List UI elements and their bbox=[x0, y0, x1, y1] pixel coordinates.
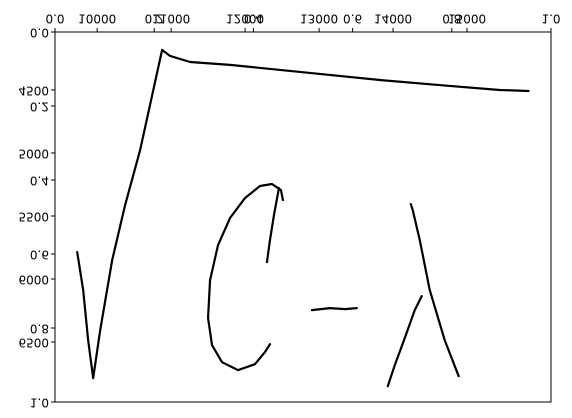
x-tick-label: 13000 bbox=[300, 12, 338, 26]
stroke-line bbox=[206, 182, 285, 372]
x-tick-label: 1.0 bbox=[541, 12, 560, 26]
x-tick-label: 12000 bbox=[226, 12, 264, 26]
x-tick-label: 0.4 bbox=[244, 12, 263, 26]
y-tick-label: 6500 bbox=[18, 336, 49, 350]
y-tick-label: 5500 bbox=[18, 209, 49, 223]
y-tick-label: 6000 bbox=[18, 273, 49, 287]
x-tick-label: 0.0 bbox=[45, 12, 64, 26]
stroke-line bbox=[76, 48, 530, 380]
x-tick-label: 11000 bbox=[152, 12, 190, 26]
x-tick-label: 15000 bbox=[448, 12, 486, 26]
y-tick-label: 0.2 bbox=[30, 100, 49, 114]
y-tick-label: 0.6 bbox=[30, 248, 49, 262]
y-tick-label: 5000 bbox=[18, 146, 49, 160]
x-tick-label: 0.8 bbox=[442, 12, 461, 26]
x-tick-label: 0.2 bbox=[145, 12, 164, 26]
x-tick-label: 0.6 bbox=[343, 12, 362, 26]
stroke-line bbox=[409, 202, 460, 378]
y-tick-label: 4500 bbox=[18, 83, 49, 97]
stroke-line bbox=[386, 295, 423, 388]
stroke-line bbox=[310, 307, 358, 312]
stroke-line bbox=[265, 186, 281, 264]
axes-frame bbox=[54, 31, 552, 403]
y-tick-label: 0.8 bbox=[30, 322, 49, 336]
y-tick-label: 1.0 bbox=[30, 396, 49, 410]
y-tick-label: 0.4 bbox=[30, 174, 49, 188]
x-tick-label: 10000 bbox=[78, 12, 116, 26]
x-tick-label: 14000 bbox=[374, 12, 412, 26]
y-tick-label: 0.0 bbox=[30, 26, 49, 40]
